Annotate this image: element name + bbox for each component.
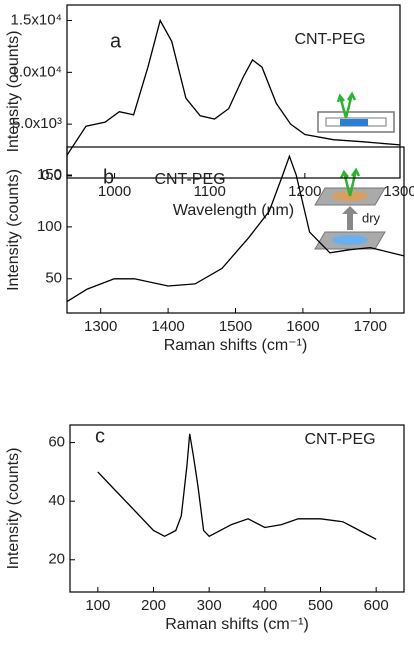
x-axis-label: Raman shifts (cm⁻¹) <box>165 616 309 633</box>
x-tick-label: 1100 <box>194 183 226 200</box>
y-tick-label: 1.5x10⁴ <box>11 12 62 29</box>
x-tick-label: 300 <box>197 597 222 614</box>
y-tick-label: 40 <box>48 492 65 509</box>
y-axis-label: Intensity (counts) <box>5 169 22 291</box>
y-axis-label: Intensity (counts) <box>5 31 22 153</box>
y-tick-label: 5.0x10³ <box>12 115 62 132</box>
annotation: CNT-PEG <box>154 171 225 188</box>
x-tick-label: 500 <box>308 597 333 614</box>
x-tick-label: 1600 <box>286 318 319 335</box>
x-tick-label: 1000 <box>98 183 131 200</box>
inset-label: dry <box>362 210 381 225</box>
y-tick-label: 150 <box>37 166 62 183</box>
annotation: CNT-PEG <box>304 431 375 448</box>
data-line <box>66 18 401 156</box>
cuvette <box>317 111 395 133</box>
y-tick-label: 50 <box>45 270 62 287</box>
y-tick-label: 0.0 <box>41 167 62 184</box>
plot-frame <box>66 4 401 179</box>
inset-b: dry <box>314 167 386 250</box>
light-arrows <box>339 167 361 197</box>
x-tick-label: 400 <box>252 597 277 614</box>
dry-arrowhead <box>342 206 358 214</box>
panel-label: b <box>103 166 114 188</box>
x-axis-label: Wavelength (nm) <box>173 202 294 219</box>
data-line <box>97 433 377 540</box>
x-tick-label: 1300 <box>383 183 414 200</box>
y-tick-label: 20 <box>48 551 65 568</box>
x-tick-label: 600 <box>364 597 389 614</box>
x-axis-label: Raman shifts (cm⁻¹) <box>164 337 308 354</box>
plot-frame <box>69 424 405 593</box>
x-tick-label: 1400 <box>151 318 184 335</box>
y-tick-label: 60 <box>48 434 65 451</box>
light-arrows <box>336 91 357 119</box>
x-tick-label: 100 <box>85 597 110 614</box>
y-axis-label: Intensity (counts) <box>5 448 22 570</box>
panel-label: a <box>110 30 122 52</box>
annotation: CNT-PEG <box>294 31 365 48</box>
inset-a <box>317 91 395 133</box>
x-tick-label: 1500 <box>219 318 252 335</box>
x-tick-label: 200 <box>141 597 166 614</box>
y-tick-label: 100 <box>37 218 62 235</box>
y-tick-label: 1.0x10⁴ <box>11 63 62 80</box>
panel-label: c <box>95 425 105 447</box>
x-tick-label: 1300 <box>84 318 117 335</box>
liquid-sample <box>332 235 368 245</box>
data-line <box>66 154 405 303</box>
x-tick-label: 1700 <box>354 318 387 335</box>
x-tick-label: 1200 <box>288 183 321 200</box>
sample <box>340 119 368 126</box>
